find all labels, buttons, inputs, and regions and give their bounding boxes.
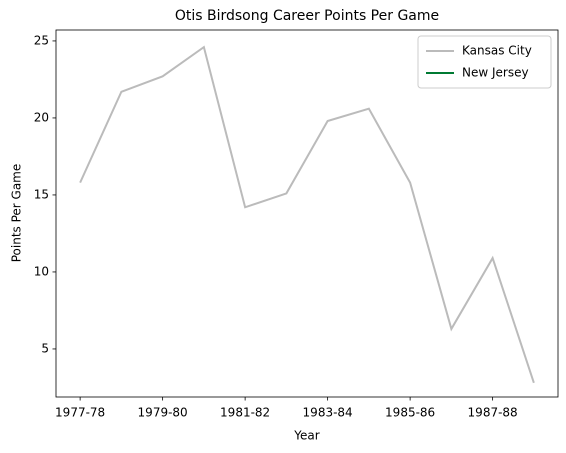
legend-label: Kansas City [462,44,532,58]
y-axis-label: Points Per Game [10,164,24,263]
x-tick-label: 1987-88 [468,406,518,420]
y-tick-label: 15 [34,187,49,201]
y-tick-label: 20 [34,110,49,124]
x-tick-label: 1983-84 [303,406,353,420]
legend: Kansas City New Jersey [417,35,552,89]
x-axis-label: Year [293,429,319,443]
line [79,45,535,384]
x-tick-label: 1985-86 [385,406,435,420]
y-tick-label: 25 [34,33,49,47]
y-tick-label: 5 [41,341,49,355]
x-tick-label: 1977-78 [55,406,105,420]
legend-box [417,35,552,89]
legend-label: New Jersey [462,66,529,80]
y-tick-label: 10 [34,264,49,278]
x-tick-label: 1981-82 [220,406,270,420]
plot-frame [55,29,559,398]
chart-title: Otis Birdsong Career Points Per Game [175,8,439,24]
x-tick-label: 1979-80 [138,406,188,420]
